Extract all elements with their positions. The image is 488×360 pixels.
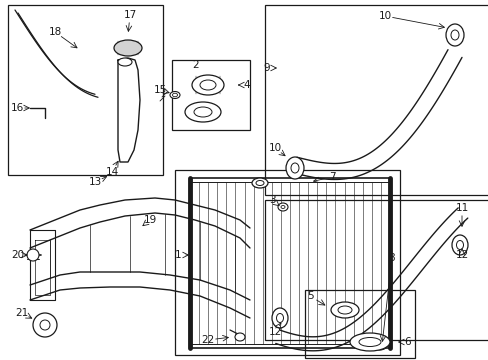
Bar: [8, 5, 163, 175]
Text: 20: 20: [11, 250, 24, 260]
Text: 9: 9: [263, 63, 270, 73]
Ellipse shape: [281, 206, 285, 208]
Ellipse shape: [184, 102, 221, 122]
Text: 2: 2: [192, 60, 199, 70]
Ellipse shape: [194, 107, 212, 117]
Text: 14: 14: [105, 167, 119, 177]
Ellipse shape: [170, 91, 180, 99]
Ellipse shape: [349, 333, 389, 351]
Bar: [264, 200, 488, 340]
Bar: [172, 60, 249, 130]
Text: 7: 7: [328, 172, 335, 182]
Ellipse shape: [285, 157, 304, 179]
Text: 1: 1: [174, 250, 181, 260]
Ellipse shape: [450, 30, 458, 40]
Ellipse shape: [271, 308, 287, 328]
Ellipse shape: [114, 40, 142, 56]
Ellipse shape: [251, 178, 267, 188]
Circle shape: [40, 320, 50, 330]
Bar: [190, 178, 389, 348]
Text: 8: 8: [388, 253, 394, 263]
Ellipse shape: [172, 93, 177, 97]
Text: 11: 11: [454, 203, 468, 213]
Bar: [175, 170, 399, 355]
Ellipse shape: [118, 58, 132, 66]
Ellipse shape: [256, 180, 264, 185]
Bar: [264, 5, 488, 195]
Ellipse shape: [445, 24, 463, 46]
Text: 10: 10: [378, 11, 391, 21]
Text: 3: 3: [268, 195, 275, 205]
Text: 4: 4: [243, 80, 250, 90]
Text: 19: 19: [143, 215, 156, 225]
Circle shape: [33, 313, 57, 337]
Text: 6: 6: [404, 337, 410, 347]
Text: 16: 16: [10, 103, 23, 113]
Ellipse shape: [451, 235, 467, 255]
Ellipse shape: [358, 338, 380, 346]
Text: 18: 18: [48, 27, 61, 37]
Ellipse shape: [290, 163, 298, 173]
Text: 5: 5: [306, 291, 313, 301]
Text: 12: 12: [454, 250, 468, 260]
Ellipse shape: [200, 80, 216, 90]
Text: 13: 13: [88, 177, 102, 187]
Ellipse shape: [192, 75, 224, 95]
Text: 10: 10: [268, 143, 281, 153]
Ellipse shape: [337, 306, 351, 314]
Ellipse shape: [276, 314, 283, 323]
Text: 17: 17: [123, 10, 136, 20]
Ellipse shape: [235, 333, 244, 341]
Ellipse shape: [330, 302, 358, 318]
Ellipse shape: [372, 340, 386, 350]
Text: 15: 15: [153, 85, 166, 95]
Circle shape: [27, 249, 39, 261]
Text: 22: 22: [201, 335, 214, 345]
Bar: [305, 290, 414, 358]
Text: 12: 12: [268, 327, 281, 337]
Ellipse shape: [278, 203, 287, 211]
Text: 21: 21: [15, 308, 29, 318]
Ellipse shape: [456, 240, 463, 249]
